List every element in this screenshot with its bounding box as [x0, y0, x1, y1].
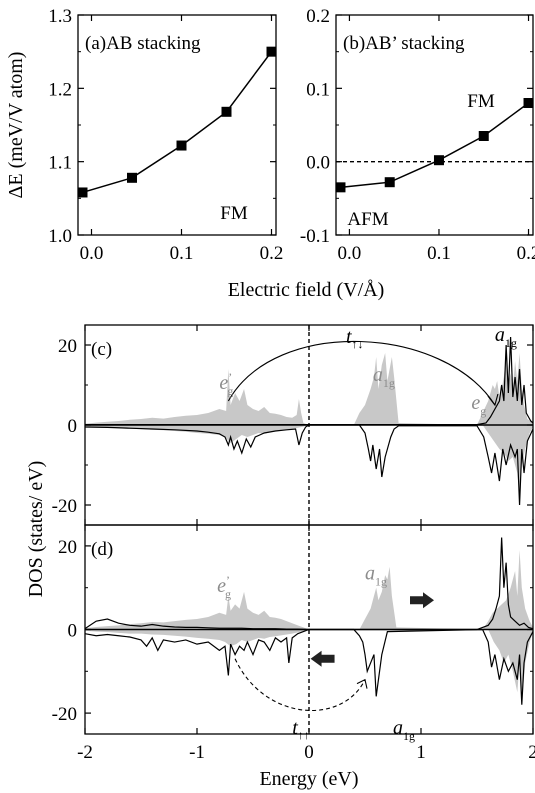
orbital-subscript: 1g	[375, 574, 387, 588]
orbital-symbol: e	[471, 392, 480, 414]
orbital-symbol: a	[373, 364, 383, 386]
y-tick-label: -20	[52, 496, 77, 517]
dos-line-up	[85, 336, 534, 426]
y-tick-label: 1.3	[48, 6, 72, 27]
y-axis-label: ΔE (meV/V atom)	[5, 52, 27, 199]
axes-layer	[77, 14, 534, 735]
hopping-arc-antiparallel	[227, 340, 496, 406]
orbital-label: eg	[471, 392, 486, 418]
panel-label: (b)AB’ stacking	[343, 33, 465, 54]
hopping-symbol: t	[292, 717, 298, 739]
y-tick-label: -0.1	[300, 226, 330, 247]
text-layer: 0.0 0.1 0.2 1.0 1.1 1.2 1.3 (a)AB stacking FM 0.0…	[5, 6, 535, 790]
hopping-arrowhead	[487, 393, 499, 407]
hopping-arrowhead	[356, 678, 368, 689]
y-tick-label: 20	[58, 336, 77, 357]
y-tick-label: 0	[68, 416, 78, 437]
dos-line-down	[84, 424, 534, 506]
hopping-label: t↑↓	[346, 326, 364, 351]
x-tick-label: 0.2	[517, 243, 535, 264]
y-tick-label: 0	[68, 621, 78, 642]
orbital-subscript: 1g	[383, 376, 395, 390]
dos-grey-up	[85, 550, 533, 630]
x-tick-label: 0.2	[260, 243, 284, 264]
x-tick-label: 0.0	[338, 243, 362, 264]
data-point	[478, 131, 489, 141]
data-point	[335, 182, 346, 193]
orbital-symbol: a	[365, 562, 375, 584]
hopping-arc-parallel	[234, 658, 366, 711]
y-tick-label: 20	[58, 537, 77, 558]
x-tick-label: 0.1	[427, 243, 451, 264]
orbital-prime: ’	[226, 573, 230, 587]
orbital-subscript: 1g	[505, 336, 517, 350]
orbital-subscript: 1g	[403, 729, 415, 743]
panel-label: (d)	[91, 539, 113, 560]
shift-right-arrow	[410, 592, 434, 609]
orbital-subscript: g	[480, 404, 486, 418]
y-tick-label: 1.0	[48, 226, 72, 247]
dos-x-axis-label: Energy (eV)	[259, 768, 358, 790]
dos-y-axis-label: DOS (states/ eV)	[25, 461, 47, 598]
panel-label: (c)	[91, 339, 112, 360]
orbital-prime: ’	[228, 370, 232, 384]
data-point	[221, 106, 232, 117]
hopping-symbol: t	[346, 326, 352, 348]
x-tick-label: 0	[304, 742, 314, 763]
x-axis-label: Electric field (V/Å)	[228, 279, 385, 301]
orbital-label: a1g	[393, 717, 415, 743]
y-tick-label: 0.2	[306, 6, 330, 27]
data-point	[127, 172, 137, 183]
dos-line-down	[84, 628, 534, 705]
series-line	[340, 102, 529, 189]
data-point	[384, 177, 395, 188]
fm-annotation: FM	[467, 91, 495, 112]
plot-lines-layer	[77, 46, 534, 711]
orbital-symbol: a	[393, 717, 403, 739]
x-tick-label: 2	[528, 742, 535, 763]
hopping-subscript: ↑↓	[352, 337, 364, 351]
shift-left-arrow	[310, 650, 335, 667]
orbital-label: a1g	[365, 562, 387, 588]
x-tick-label: 0.1	[170, 243, 194, 264]
orbital-label: a1g	[373, 364, 395, 390]
y-tick-label: 0.1	[306, 79, 330, 100]
hopping-subscript: ↑↑	[298, 728, 310, 742]
data-point	[523, 98, 534, 108]
orbital-label: a1g	[495, 324, 517, 350]
x-tick-label: -1	[189, 742, 205, 763]
x-tick-label: -2	[77, 742, 93, 763]
data-point	[266, 46, 277, 57]
y-tick-label: 0.0	[306, 153, 330, 174]
y-tick-label: 1.2	[48, 79, 72, 100]
data-point	[433, 155, 444, 166]
data-point	[77, 187, 88, 198]
orbital-symbol: a	[495, 324, 505, 346]
orbital-label: e’ g	[219, 370, 233, 398]
x-tick-label: 0.0	[80, 243, 104, 264]
orbital-label: e’ g	[217, 573, 231, 601]
orbital-subscript: g	[225, 587, 231, 601]
afm-annotation: AFM	[347, 209, 388, 230]
x-tick-label: 1	[416, 742, 426, 763]
orbital-symbol: e	[219, 372, 228, 394]
dos-grey-down	[85, 425, 533, 497]
fm-annotation: FM	[220, 203, 248, 224]
hopping-label: t↑↑	[292, 717, 310, 742]
series-line	[82, 51, 273, 194]
data-point	[176, 140, 187, 151]
dos-grey-up	[85, 353, 533, 425]
y-tick-label: -20	[52, 704, 77, 725]
dos-fill-layer	[85, 353, 533, 705]
panel-label: (a)AB stacking	[85, 33, 201, 54]
orbital-subscript: g	[227, 384, 233, 398]
orbital-symbol: e	[217, 575, 226, 597]
y-tick-label: 1.1	[48, 153, 72, 174]
